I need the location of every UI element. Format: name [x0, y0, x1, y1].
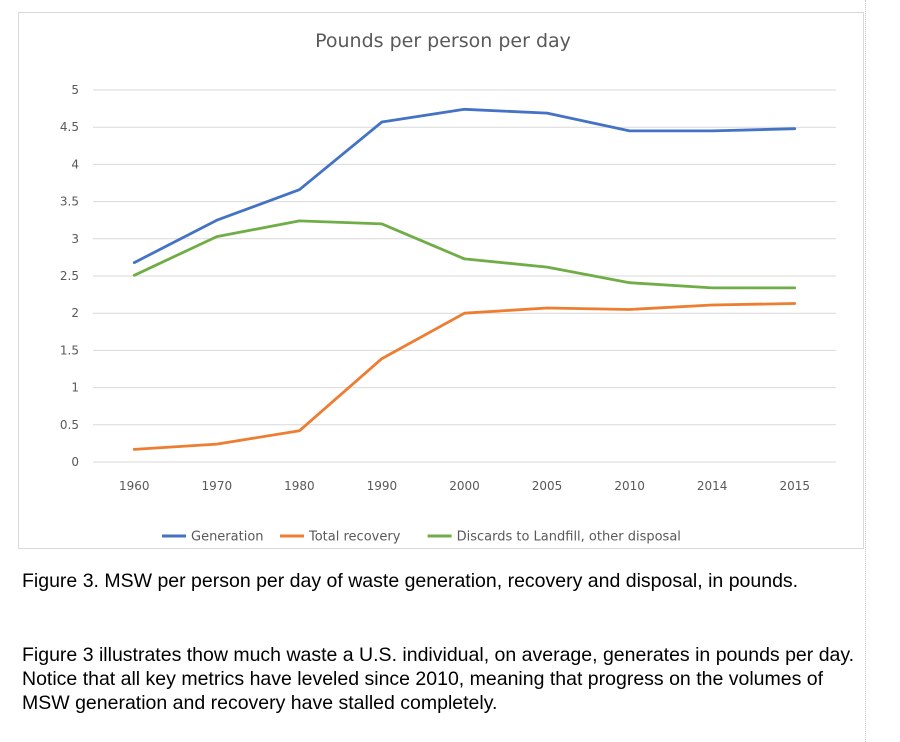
- data-point: [710, 129, 714, 133]
- data-point: [380, 357, 384, 360]
- x-tick-label: 2000: [449, 479, 480, 493]
- y-tick-label: 3: [71, 232, 79, 246]
- series-lines: [132, 107, 797, 451]
- data-point: [545, 111, 549, 115]
- y-tick-label: 1.5: [60, 343, 79, 357]
- data-point: [793, 286, 796, 290]
- gridlines: [93, 89, 836, 463]
- data-point: [793, 127, 796, 130]
- data-point: [215, 219, 219, 222]
- y-tick-label: 0: [71, 455, 79, 469]
- chart-area: Pounds per person per day 0 0.5 1 1.5 2 2.5 3 3…: [18, 12, 864, 549]
- x-tick-label: 1990: [367, 479, 398, 493]
- y-axis-tick-labels: 0 0.5 1 1.5 2 2.5 3 3.5 4 4.5 5: [60, 83, 79, 469]
- y-tick-label: 0.5: [60, 418, 79, 432]
- data-point: [298, 219, 301, 223]
- y-tick-label: 4.5: [60, 120, 79, 134]
- y-tick-label: 4: [71, 157, 79, 171]
- x-tick-label: 2015: [779, 479, 810, 493]
- x-tick-label: 2010: [614, 479, 645, 493]
- x-axis-tick-labels: 1960 1970 1980 1990 2000 2005 2010 2014 2015: [119, 479, 810, 493]
- series-line-total-recovery: [132, 302, 797, 451]
- data-point: [628, 281, 631, 284]
- legend: Generation Total recovery Discards to Land…: [162, 530, 681, 545]
- legend-label: Total recovery: [308, 530, 401, 545]
- data-point: [545, 265, 549, 269]
- legend-label: Discards to Landfill, other disposal: [457, 530, 681, 545]
- legend-label: Generation: [191, 530, 264, 545]
- data-point: [793, 302, 796, 305]
- x-tick-label: 1960: [119, 479, 150, 493]
- figure-caption-body: Figure 3 illustrates thow much waste a U…: [22, 644, 855, 714]
- data-point: [710, 286, 714, 290]
- page-edge-rule: [865, 0, 866, 742]
- data-point: [298, 429, 301, 432]
- y-tick-label: 5: [71, 83, 79, 97]
- series-line-discards-to-landfill-other-disposal: [132, 219, 797, 290]
- data-point: [463, 312, 466, 315]
- data-point: [628, 129, 631, 133]
- data-point: [215, 235, 219, 238]
- line-chart: Pounds per person per day 0 0.5 1 1.5 2 2.5 3 3…: [60, 30, 836, 545]
- chart-title: Pounds per person per day: [315, 30, 571, 52]
- data-point: [298, 188, 301, 191]
- x-tick-label: 2014: [697, 479, 728, 493]
- y-tick-label: 3.5: [60, 195, 79, 209]
- y-tick-label: 2: [71, 306, 79, 320]
- data-point: [133, 261, 136, 264]
- y-tick-label: 1: [71, 381, 79, 395]
- data-point: [380, 120, 384, 124]
- x-tick-label: 1970: [202, 479, 233, 493]
- data-point: [133, 274, 136, 277]
- data-point: [463, 108, 466, 111]
- data-point: [380, 222, 384, 226]
- data-point: [710, 303, 714, 307]
- x-tick-label: 2005: [532, 479, 563, 493]
- data-point: [215, 442, 219, 446]
- data-point: [628, 308, 631, 311]
- data-point: [133, 448, 136, 451]
- x-tick-label: 1980: [284, 479, 315, 493]
- figure-caption-title: Figure 3. MSW per person per day of wast…: [22, 570, 799, 592]
- series-line-generation: [132, 107, 797, 265]
- y-tick-label: 2.5: [60, 269, 79, 283]
- data-point: [545, 306, 549, 310]
- data-point: [463, 257, 466, 261]
